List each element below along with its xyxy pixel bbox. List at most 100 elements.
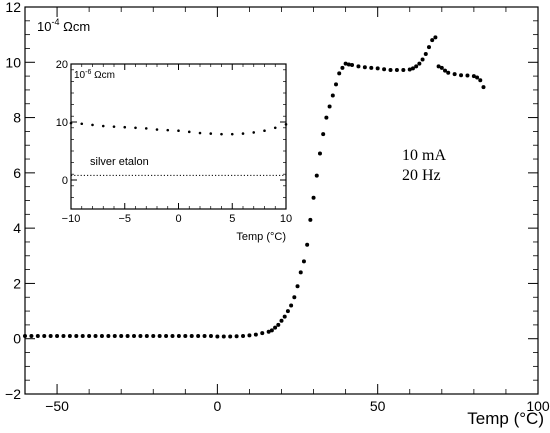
main-data-point: [119, 333, 124, 338]
main-data-point: [260, 331, 265, 336]
main-x-tick-label: 100: [526, 398, 550, 414]
main-data-point: [138, 333, 143, 338]
inset-data-point: [263, 129, 266, 132]
main-data-point: [375, 66, 380, 71]
inset-data-point: [144, 127, 148, 130]
main-data-point: [465, 73, 470, 78]
main-data-point: [343, 61, 348, 66]
main-data-point: [241, 333, 246, 338]
main-data-point: [23, 333, 27, 338]
inset-y-tick-label: 20: [56, 59, 68, 71]
main-data-point: [157, 333, 162, 338]
inset-x-tick-label: 10: [280, 213, 292, 225]
main-data-point: [334, 82, 339, 87]
main-data-point: [436, 64, 441, 69]
inset-x-tick-label: 5: [229, 213, 235, 225]
main-data-point: [317, 151, 322, 156]
main-data-point: [426, 45, 431, 50]
main-data-point: [314, 173, 319, 178]
inset-data-point: [241, 132, 245, 135]
main-data-point: [125, 333, 130, 338]
main-data-point: [417, 61, 422, 66]
main-data-point: [48, 333, 53, 338]
main-data-point: [330, 93, 335, 98]
inset-y-tick-label: 0: [62, 175, 68, 187]
main-data-point: [433, 35, 438, 40]
main-data-point: [183, 333, 188, 338]
inset-data-point: [198, 131, 202, 135]
main-y-tick-label: −2: [5, 386, 21, 402]
main-data-point: [202, 333, 207, 338]
inset-data-point: [155, 128, 159, 131]
main-data-point: [35, 333, 40, 338]
main-data-point: [337, 71, 342, 76]
main-data-point: [196, 333, 201, 338]
silver-etalon-label: silver etalon: [90, 156, 149, 168]
main-data-point: [247, 333, 252, 338]
main-data-point: [439, 65, 444, 70]
inset-data-point: [252, 131, 256, 134]
main-data-point: [452, 72, 457, 77]
main-x-axis-label: Temp (°C): [467, 409, 544, 428]
main-data-point: [282, 314, 287, 319]
main-data-point: [208, 333, 213, 338]
main-data-point: [170, 333, 175, 338]
main-data-point: [87, 333, 92, 338]
main-y-tick-label: 6: [13, 165, 21, 181]
main-y-tick-label: 0: [13, 331, 21, 347]
main-data-point: [446, 70, 451, 75]
inset-x-tick-label: −10: [62, 213, 81, 225]
main-data-point: [362, 65, 367, 70]
main-data-point: [61, 333, 66, 338]
inset-x-tick-label: 0: [175, 213, 181, 225]
inset-x-tick-label: −5: [118, 213, 131, 225]
inset-data-point: [177, 129, 180, 132]
main-data-point: [273, 325, 278, 330]
main-y-tick-label: 2: [13, 275, 21, 291]
main-data-point: [481, 85, 486, 90]
inset-data-point: [187, 130, 191, 134]
inset-data-point: [69, 121, 73, 125]
main-data-point: [311, 195, 316, 200]
main-data-point: [346, 62, 351, 67]
inset-data-point: [273, 126, 277, 130]
main-data-point: [475, 75, 480, 80]
main-data-point: [253, 332, 258, 337]
main-data-point: [276, 322, 281, 327]
main-data-point: [93, 333, 98, 338]
main-data-point: [356, 64, 361, 69]
main-data-point: [279, 318, 284, 323]
main-data-point: [305, 242, 310, 247]
main-data-point: [443, 68, 448, 73]
inset-data-point: [80, 122, 84, 126]
main-data-point: [132, 333, 137, 338]
main-data-point: [215, 334, 220, 339]
inset-x-axis-label: Temp (°C): [236, 231, 286, 243]
main-data-point: [266, 329, 271, 334]
main-data-point: [301, 259, 306, 264]
main-data-point: [80, 333, 85, 338]
inset-axis-ticks: 0 10 20 −10 −5 0 5 10: [56, 59, 292, 225]
main-data-series: [23, 35, 486, 339]
main-data-point: [67, 333, 72, 338]
main-data-point: [423, 51, 428, 56]
main-data-point: [298, 270, 303, 275]
main-data-point: [308, 217, 313, 222]
main-data-point: [55, 333, 60, 338]
main-data-point: [369, 65, 374, 70]
main-y-tick-label: 12: [5, 0, 21, 15]
inset-background: [63, 63, 286, 209]
inset-data-point: [101, 124, 105, 128]
main-data-point: [295, 284, 300, 289]
inset-y-tick-label: 10: [56, 117, 68, 129]
current-annotation: 10 mA: [402, 147, 446, 164]
inset-data-point: [166, 128, 170, 132]
main-data-point: [29, 333, 34, 338]
main-data-point: [414, 64, 419, 69]
main-data-point: [471, 74, 476, 79]
main-data-point: [420, 57, 425, 62]
main-data-point: [388, 68, 393, 73]
main-data-point: [234, 334, 239, 339]
main-y-tick-label: 4: [13, 220, 21, 236]
